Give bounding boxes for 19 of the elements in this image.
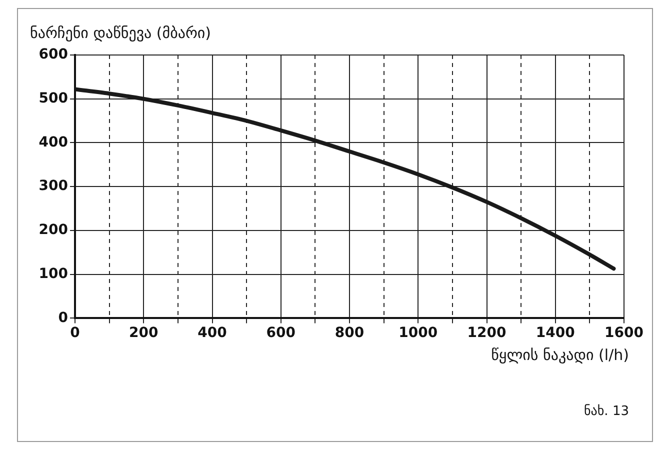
y-tick-label: 500 (38, 90, 68, 107)
x-tick-label: 1600 (604, 325, 644, 342)
y-tick-label: 0 (58, 310, 68, 326)
x-tick-label: 800 (334, 325, 364, 342)
y-axis-title: ნარჩენი დაწნევა (მბარი) (30, 24, 212, 42)
x-tick-label: 0 (70, 325, 80, 342)
x-tick-label: 200 (129, 325, 158, 342)
x-tick-label: 1200 (467, 325, 506, 342)
x-tick-label: 1000 (398, 325, 438, 342)
x-tick-label: 600 (266, 325, 296, 342)
y-tick-label: 100 (38, 266, 68, 282)
text: ნახ. 13 (584, 404, 629, 419)
x-tick-label: 400 (198, 325, 228, 342)
y-tick-label: 400 (38, 134, 68, 150)
y-tick-label: 300 (38, 178, 68, 194)
x-tick-label: 1400 (536, 325, 576, 342)
y-tick-label: 200 (38, 222, 68, 238)
y-tick-label: 600 (38, 46, 68, 63)
x-axis-title: წყლის ნაკადი (l/h) (491, 346, 629, 364)
